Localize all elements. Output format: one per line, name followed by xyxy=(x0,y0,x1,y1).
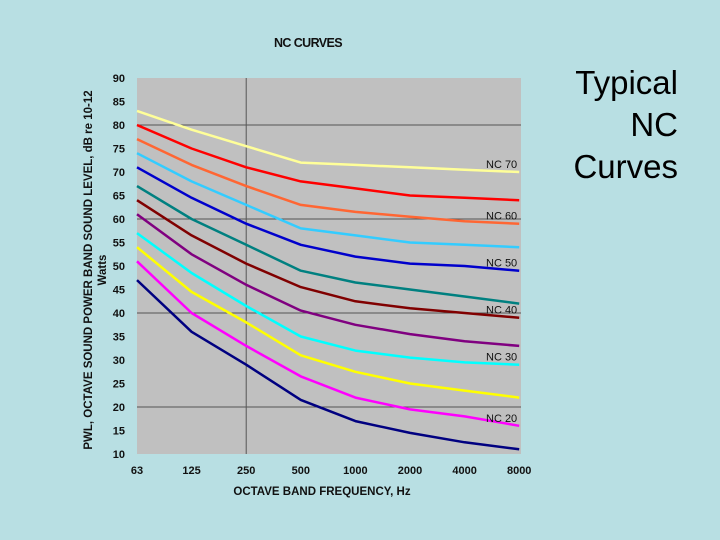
nc-curves xyxy=(136,109,520,451)
nc-curve-line xyxy=(136,232,520,366)
y-tick-label: 45 xyxy=(113,285,125,297)
y-tick-label: 90 xyxy=(113,73,125,85)
y-tick-label: 85 xyxy=(113,97,125,109)
x-tick-label: 1000 xyxy=(343,465,367,477)
x-tick-label: 8000 xyxy=(507,465,531,477)
chart-title: NC CURVES xyxy=(274,36,342,50)
nc-curve-line xyxy=(136,166,520,272)
nc-curve-line xyxy=(136,185,520,305)
slide-title-line-3: Curves xyxy=(573,148,678,185)
y-tick-label: 20 xyxy=(113,402,125,414)
curve-label: NC 20 xyxy=(486,413,517,425)
y-tick-label: 60 xyxy=(113,214,125,226)
y-tick-label: 35 xyxy=(113,332,125,344)
nc-curve-line xyxy=(136,213,520,348)
curve-label: NC 40 xyxy=(486,305,517,317)
y-tick-label: 55 xyxy=(113,238,125,250)
y-axis-label-line-1: PWL, OCTAVE SOUND POWER BAND SOUND LEVEL… xyxy=(83,90,95,449)
curve-label: NC 30 xyxy=(486,352,517,364)
curve-label: NC 70 xyxy=(486,159,517,171)
x-tick-label: 125 xyxy=(182,465,200,477)
nc-curve-line xyxy=(136,109,520,174)
y-tick-label: 25 xyxy=(113,379,125,391)
y-tick-label: 40 xyxy=(113,308,125,320)
y-tick-label: 10 xyxy=(113,449,125,461)
x-tick-label: 500 xyxy=(292,465,310,477)
nc-curve-line xyxy=(136,199,520,319)
y-tick-label: 50 xyxy=(113,261,125,273)
y-axis-ticks: 10 15 20 25 30 35 40 45 50 55 60 65 70 75 80 85 90 xyxy=(113,73,125,461)
x-axis-ticks: 63 125 250 500 1000 2000 4000 8000 xyxy=(131,465,532,477)
y-axis-label-line-2: Watts xyxy=(97,255,109,286)
curve-label: NC 60 xyxy=(486,211,517,223)
nc-curve-line xyxy=(136,152,520,249)
x-axis-label: OCTAVE BAND FREQUENCY, Hz xyxy=(233,486,410,498)
nc-curve-line xyxy=(136,279,520,451)
slide-title-line-2: NC xyxy=(630,106,678,143)
y-tick-label: 30 xyxy=(113,355,125,367)
y-tick-label: 70 xyxy=(113,167,125,179)
x-tick-label: 250 xyxy=(237,465,255,477)
x-tick-label: 63 xyxy=(131,465,143,477)
slide-title-line-1: Typical xyxy=(575,64,678,101)
y-tick-label: 65 xyxy=(113,191,125,203)
nc-curve-line xyxy=(136,260,520,428)
y-tick-label: 75 xyxy=(113,144,125,156)
y-tick-label: 15 xyxy=(113,426,125,438)
slide-title: Typical NC Curves xyxy=(548,62,678,188)
y-tick-label: 80 xyxy=(113,120,125,132)
x-tick-label: 2000 xyxy=(398,465,422,477)
nc-curve-line xyxy=(136,246,520,399)
curve-labels: NC 70 NC 60 NC 50 NC 40 NC 30 NC 20 xyxy=(486,159,517,425)
nc-curve-line xyxy=(136,137,520,225)
nc-curve-line xyxy=(136,123,520,202)
x-tick-label: 4000 xyxy=(452,465,476,477)
curve-label: NC 50 xyxy=(486,258,517,270)
